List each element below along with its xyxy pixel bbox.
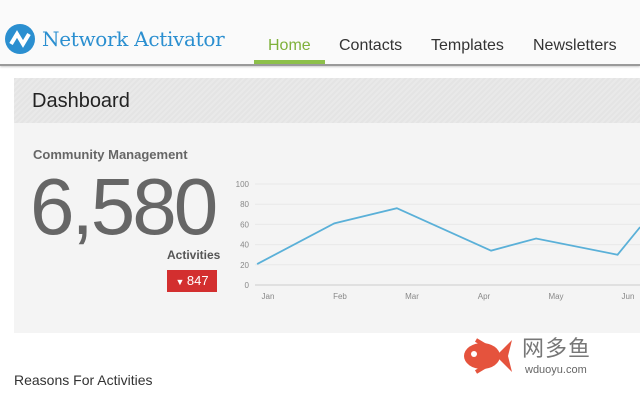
y-tick-label: 20 bbox=[240, 261, 249, 270]
network-activator-logo-icon[interactable] bbox=[5, 24, 35, 54]
data-point bbox=[490, 249, 492, 252]
watermark-url: wduoyu.com bbox=[525, 364, 587, 376]
y-tick-label: 40 bbox=[240, 241, 249, 250]
dashboard-header: Dashboard bbox=[14, 78, 640, 123]
page-title: Dashboard bbox=[32, 90, 130, 112]
nav-contacts[interactable]: Contacts bbox=[339, 37, 403, 54]
app-name[interactable]: Network Activator bbox=[42, 27, 225, 51]
data-point bbox=[396, 207, 398, 210]
data-point bbox=[333, 222, 336, 225]
down-arrow-icon: ▼ bbox=[175, 277, 187, 287]
y-tick-label: 80 bbox=[240, 200, 249, 209]
section-title: Community Management bbox=[33, 147, 188, 162]
change-badge: ▼ 847 bbox=[167, 270, 217, 292]
x-tick-label: Jan bbox=[262, 292, 275, 301]
dashboard-panel: Dashboard bbox=[14, 78, 640, 333]
x-tick-label: May bbox=[548, 292, 563, 301]
x-tick-label: Feb bbox=[333, 292, 347, 301]
nav-templates[interactable]: Templates bbox=[431, 37, 504, 54]
watermark-name: 网多鱼 bbox=[522, 336, 592, 361]
y-tick-label: 60 bbox=[240, 220, 249, 229]
data-point bbox=[535, 237, 537, 240]
activity-line-chart: 0 20 40 60 80 100 Jan Feb Mar Apr May Jun bbox=[236, 180, 640, 301]
y-tick-label: 0 bbox=[245, 281, 250, 290]
y-tick-label: 100 bbox=[236, 180, 250, 189]
x-tick-label: Mar bbox=[405, 292, 419, 301]
data-point bbox=[616, 253, 619, 256]
metric-label: Activities bbox=[167, 248, 221, 262]
reasons-section-title: Reasons For Activities bbox=[14, 372, 153, 388]
nav-home[interactable]: Home bbox=[268, 37, 311, 54]
x-tick-label: Jun bbox=[622, 292, 635, 301]
top-header: Network Activator Home Contacts Template… bbox=[0, 0, 640, 66]
fish-logo-icon bbox=[464, 338, 512, 374]
active-nav-indicator bbox=[254, 60, 325, 64]
x-tick-label: Apr bbox=[478, 292, 491, 301]
change-value: 847 bbox=[186, 273, 209, 288]
series-line bbox=[257, 207, 640, 265]
metric-value: 6,580 bbox=[30, 162, 218, 251]
nav-newsletters[interactable]: Newsletters bbox=[533, 37, 617, 54]
data-point bbox=[256, 262, 259, 265]
